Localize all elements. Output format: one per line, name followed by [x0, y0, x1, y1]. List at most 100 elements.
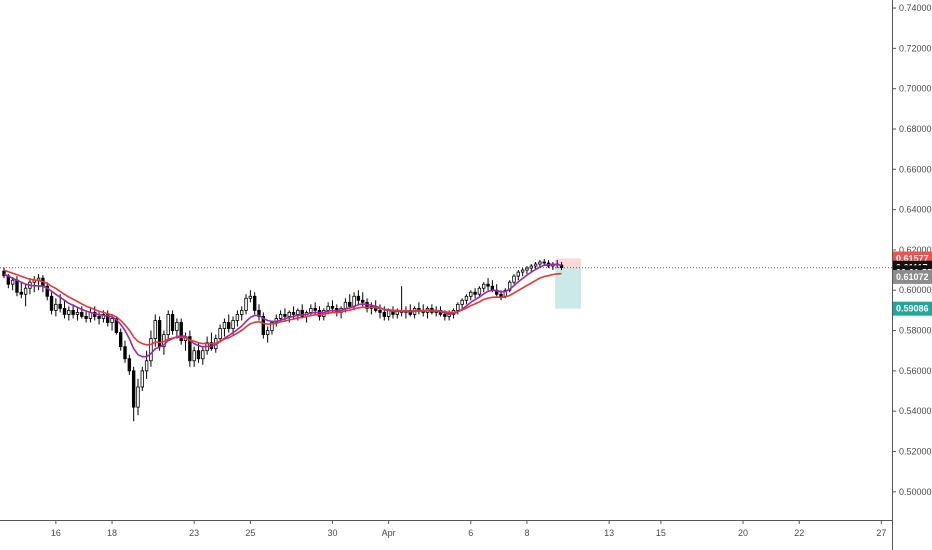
candle-down	[361, 299, 365, 303]
x-tick-label: 23	[189, 528, 199, 538]
price-tag-bg	[893, 301, 932, 316]
candle-up	[326, 305, 330, 311]
candle-down	[2, 270, 6, 277]
position-zones	[555, 258, 581, 309]
y-tick-label: 0.60000	[899, 285, 932, 295]
candle-up	[296, 309, 300, 315]
candle-down	[261, 316, 266, 335]
candle-down	[283, 314, 287, 317]
x-tick-label: 13	[604, 528, 614, 538]
x-axis-labels: 16 18 23 25 30 Apr 6 8 13 15 20 22 27	[51, 520, 886, 538]
candle-down	[127, 358, 132, 372]
candle-up	[248, 295, 253, 299]
price-tag-label: 0.61072	[896, 272, 929, 282]
y-tick-label: 0.56000	[899, 366, 932, 376]
candle-up	[201, 350, 205, 360]
candle-down	[382, 312, 387, 317]
candle-up	[192, 350, 196, 362]
y-tick-label: 0.74000	[899, 3, 932, 13]
candle-up	[460, 299, 464, 305]
candle-down	[84, 316, 88, 319]
candle-up	[469, 291, 473, 297]
y-tick-label: 0.58000	[899, 326, 932, 336]
y-tick-label: 0.70000	[899, 84, 932, 94]
candle-up	[477, 287, 482, 295]
candle-up	[140, 370, 144, 388]
candle-up	[218, 328, 222, 340]
candle-up	[352, 295, 356, 307]
candle-up	[278, 314, 283, 319]
x-tick-label: 30	[327, 528, 337, 538]
candle-up	[447, 314, 451, 317]
candle-down	[118, 332, 123, 348]
candle-down	[196, 350, 201, 360]
x-tick-label: Apr	[382, 528, 396, 538]
x-tick-label: 8	[524, 528, 529, 538]
candle-down	[97, 316, 101, 319]
candle-down	[80, 312, 84, 317]
candle-up	[244, 297, 248, 311]
candle-up	[520, 269, 525, 273]
candle-up	[343, 301, 348, 309]
candle-down	[58, 303, 62, 309]
candle-up	[23, 287, 28, 295]
y-tick-label: 0.52000	[899, 446, 932, 456]
candle-down	[291, 312, 296, 315]
y-tick-label: 0.68000	[899, 124, 932, 134]
candle-up	[512, 275, 516, 283]
stop-loss-zone	[555, 258, 581, 268]
x-tick-label: 18	[107, 528, 117, 538]
candlestick-series	[2, 258, 564, 422]
axes-layer	[0, 0, 893, 550]
candle-down	[131, 370, 136, 408]
candle-down	[45, 285, 49, 297]
x-tick-label: 16	[51, 528, 61, 538]
candle-up	[101, 314, 106, 319]
candle-down	[486, 283, 490, 287]
y-tick-label: 0.62000	[899, 245, 932, 255]
moving-average-line-2	[3, 269, 562, 346]
candle-down	[170, 314, 175, 331]
candle-up	[525, 267, 529, 271]
candle-up	[54, 303, 58, 311]
candle-up	[110, 318, 114, 323]
candle-up	[482, 283, 486, 289]
candle-down	[252, 295, 257, 311]
x-tick-label: 27	[876, 528, 886, 538]
y-tick-label: 0.72000	[899, 43, 932, 53]
x-tick-label: 25	[245, 528, 255, 538]
candle-up	[153, 320, 157, 340]
y-tick-label: 0.54000	[899, 406, 932, 416]
price-tag-label: 0.61577	[896, 253, 929, 263]
candle-up	[10, 279, 15, 285]
candle-up	[144, 360, 149, 372]
price-tag-bg	[893, 269, 932, 284]
candle-down	[300, 309, 304, 317]
candle-down	[348, 301, 352, 307]
y-tick-label: 0.50000	[899, 487, 932, 497]
candle-up	[231, 320, 235, 329]
candle-down	[123, 346, 127, 360]
candle-down	[15, 279, 19, 293]
candle-up	[529, 265, 533, 269]
candle-up	[235, 314, 240, 321]
candle-up	[456, 303, 460, 311]
moving-average-layer	[3, 263, 562, 358]
candle-down	[227, 322, 231, 329]
candle-down	[559, 264, 564, 269]
candle-down	[378, 309, 382, 313]
candle-up	[270, 322, 274, 331]
candle-up	[166, 314, 170, 335]
candle-down	[499, 293, 503, 297]
candle-down	[62, 307, 67, 315]
y-tick-label: 0.66000	[899, 164, 932, 174]
candle-up	[538, 261, 542, 265]
candle-up	[287, 312, 291, 317]
candle-down	[313, 307, 317, 311]
candle-up	[240, 309, 244, 315]
candle-up	[507, 281, 512, 291]
x-tick-label: 20	[738, 528, 748, 538]
